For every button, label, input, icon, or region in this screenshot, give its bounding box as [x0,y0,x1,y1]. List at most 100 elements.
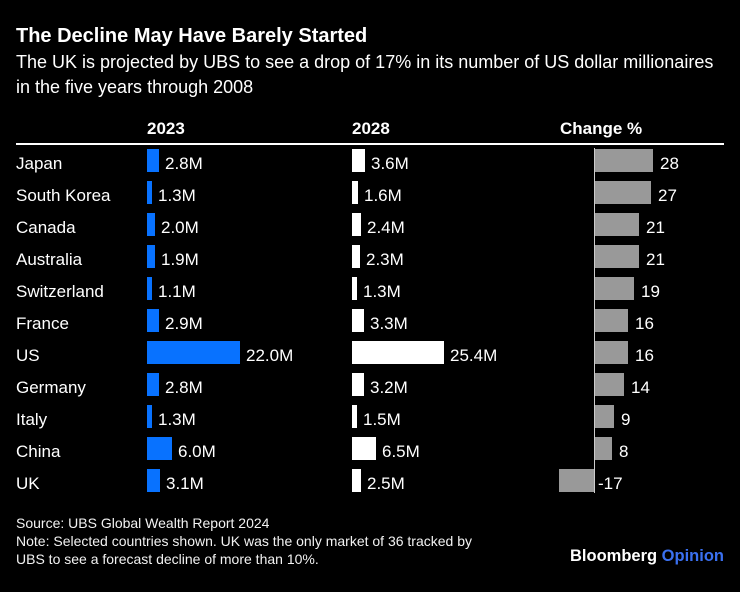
bar-2028 [352,213,361,236]
bar-2023 [147,149,159,172]
bar-2023 [147,469,160,492]
bar-2028 [352,181,358,204]
bar-2023 [147,277,152,300]
value-label-change-: 16 [635,314,654,333]
bar-change- [595,309,628,332]
value-label-2023: 1.3M [158,186,196,205]
country-label: Australia [16,250,83,269]
value-label-2023: 2.9M [165,314,203,333]
value-label-change-: 28 [660,154,679,173]
bar-change- [595,213,639,236]
bar-2023 [147,437,172,460]
table-row: France 2.9M 3.3M 16 [0,308,740,340]
value-label-change-: 8 [619,442,629,461]
country-label: France [16,314,69,333]
value-label-2028: 3.2M [370,378,408,397]
table-row: Switzerland 1.1M 1.3M 19 [0,276,740,308]
column-header-change: Change % [560,119,643,138]
page-subtitle: The UK is projected by UBS to see a drop… [16,52,714,97]
value-label-2023: 2.8M [165,378,203,397]
value-label-2028: 2.5M [367,474,405,493]
value-label-2028: 3.6M [371,154,409,173]
table-row: US 22.0M 25.4M 16 [0,340,740,372]
bar-change- [595,245,639,268]
bar-2023 [147,373,159,396]
value-label-change-: 27 [658,186,677,205]
value-label-2028: 6.5M [382,442,420,461]
page-title: The Decline May Have Barely Started [16,25,368,47]
bar-2023 [147,405,152,428]
value-label-2028: 2.3M [366,250,404,269]
bar-2023 [147,341,240,364]
bar-2028 [352,437,376,460]
value-label-2028: 3.3M [370,314,408,333]
bar-change- [595,405,614,428]
bloomberg-wordmark: Bloomberg [569,547,658,565]
value-label-2023: 1.9M [161,250,199,269]
bar-2028 [352,309,364,332]
value-label-change-: 16 [635,346,654,365]
bar-2023 [147,213,155,236]
country-label: Italy [16,410,48,429]
change-axis-line [594,148,595,493]
country-label: South Korea [16,186,111,205]
opinion-wordmark: Opinion [661,547,724,565]
bar-2028 [352,469,361,492]
value-label-2028: 1.6M [364,186,402,205]
table-row: Australia 1.9M 2.3M 21 [0,244,740,276]
value-label-2023: 6.0M [178,442,216,461]
table-row: South Korea 1.3M 1.6M 27 [0,180,740,212]
bar-2028 [352,245,360,268]
bar-change- [595,373,624,396]
country-label: Germany [16,378,86,397]
value-label-2023: 3.1M [166,474,204,493]
country-label: Canada [16,218,76,237]
value-label-2028: 25.4M [450,346,498,365]
bar-2028 [352,373,364,396]
value-label-2023: 1.3M [158,410,196,429]
country-label: Japan [16,154,63,173]
value-label-change-: -17 [598,474,623,493]
table-row: Italy 1.3M 1.5M 9 [0,404,740,436]
value-label-change-: 9 [621,410,631,429]
value-label-2028: 1.5M [363,410,401,429]
bar-change- [559,469,594,492]
footnote: Note: Selected countries shown. UK was t… [16,533,473,567]
bar-2023 [147,309,159,332]
bar-2028 [352,277,357,300]
bar-change- [595,277,634,300]
value-label-2028: 1.3M [363,282,401,301]
country-label: UK [16,474,40,493]
column-header-2028: 2028 [352,119,390,138]
table-row: UK 3.1M 2.5M -17 [0,468,740,500]
table-row: Japan 2.8M 3.6M 28 [0,148,740,180]
country-label: Switzerland [16,282,104,301]
value-label-change-: 19 [641,282,660,301]
bar-change- [595,437,612,460]
value-label-2023: 22.0M [246,346,294,365]
value-label-2023: 1.1M [158,282,196,301]
bar-change- [595,181,651,204]
bar-change- [595,341,628,364]
bar-2023 [147,181,152,204]
country-label: China [16,442,61,461]
table-row: Canada 2.0M 2.4M 21 [0,212,740,244]
value-label-change-: 21 [646,250,665,269]
value-label-2023: 2.0M [161,218,199,237]
value-label-2023: 2.8M [165,154,203,173]
value-label-change-: 21 [646,218,665,237]
bar-2028 [352,405,357,428]
value-label-2028: 2.4M [367,218,405,237]
header-rule [16,143,724,145]
table-row: Germany 2.8M 3.2M 14 [0,372,740,404]
bar-2028 [352,341,444,364]
bar-change- [595,149,653,172]
table-row: China 6.0M 6.5M 8 [0,436,740,468]
value-label-change-: 14 [631,378,650,397]
bar-2028 [352,149,365,172]
source-note: Source: UBS Global Wealth Report 2024 [16,515,270,531]
bar-2023 [147,245,155,268]
column-header-2023: 2023 [147,119,185,138]
country-label: US [16,346,40,365]
